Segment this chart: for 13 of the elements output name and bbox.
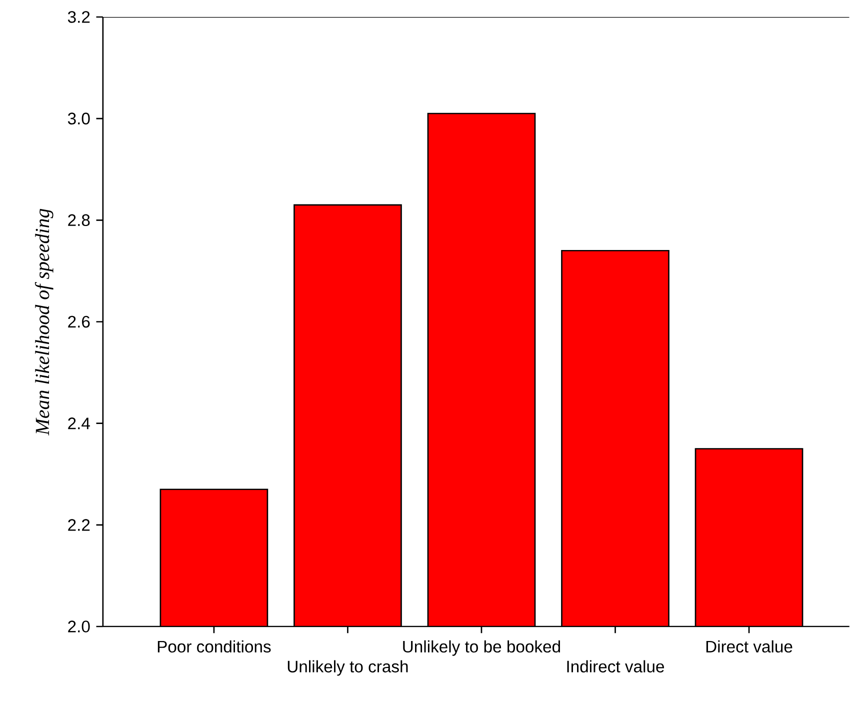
y-tick-label: 2.6	[68, 316, 90, 328]
y-tick-label: 2.0	[68, 620, 90, 632]
y-tick-label: 2.4	[68, 417, 90, 429]
y-tick-label: 2.8	[68, 214, 90, 226]
x-tick-label: Direct value	[706, 640, 792, 652]
x-tick-label: Indirect value	[567, 660, 664, 672]
y-axis-title: Mean likelihood of speeding	[34, 208, 54, 436]
x-tick-label: Unlikely to crash	[288, 660, 408, 676]
y-tick-label: 2.2	[68, 518, 90, 531]
y-tick-label: 3.0	[68, 112, 90, 124]
x-tick-label: Poor conditions	[158, 640, 271, 652]
x-tick-label: Unlikely to be booked	[403, 640, 560, 656]
y-tick-label: 3.2	[68, 10, 90, 23]
